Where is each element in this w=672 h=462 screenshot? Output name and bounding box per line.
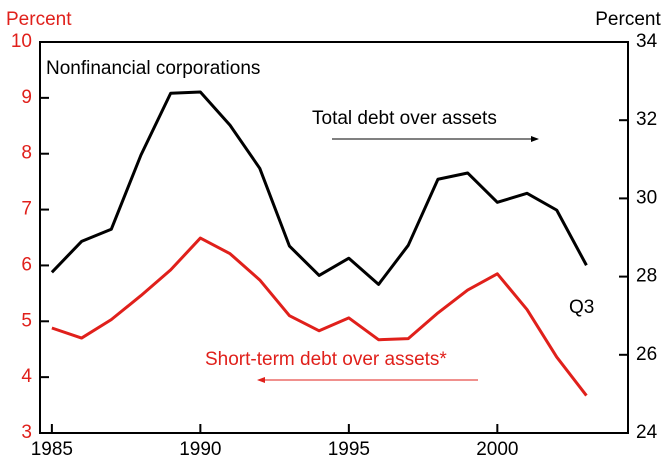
y2-tick-label: 34 <box>636 31 658 52</box>
y2-tick-label: 28 <box>636 266 657 287</box>
x-tick-label: 2000 <box>476 439 518 460</box>
y2-tick-label: 26 <box>636 344 657 365</box>
y-axis-title: Percent <box>6 9 72 30</box>
y-tick-label: 5 <box>21 310 32 331</box>
y-tick-label: 3 <box>21 422 32 443</box>
y2-tick-label: 30 <box>636 187 657 208</box>
plot-frame <box>39 41 629 434</box>
annotation: Nonfinancial corporations <box>46 58 260 79</box>
annotation: Short-term debt over assets* <box>205 349 447 370</box>
x-tick-label: 1990 <box>179 439 221 460</box>
y-tick-label: 7 <box>21 199 32 220</box>
y-tick-label: 10 <box>11 31 32 52</box>
line-series <box>50 90 588 286</box>
y-tick-label: 9 <box>21 87 32 108</box>
line-series <box>51 236 588 397</box>
x-tick-label: 1985 <box>31 439 73 460</box>
annotation: Q3 <box>569 297 594 318</box>
annotation: Total debt over assets <box>312 108 497 129</box>
y-tick-label: 8 <box>21 143 32 164</box>
y2-tick-label: 24 <box>636 422 658 443</box>
x-tick-label: 1995 <box>328 439 370 460</box>
y2-axis-title: Percent <box>595 9 661 30</box>
y-tick-label: 4 <box>21 366 32 387</box>
y2-tick-label: 32 <box>636 109 657 130</box>
y-tick-label: 6 <box>21 254 32 275</box>
